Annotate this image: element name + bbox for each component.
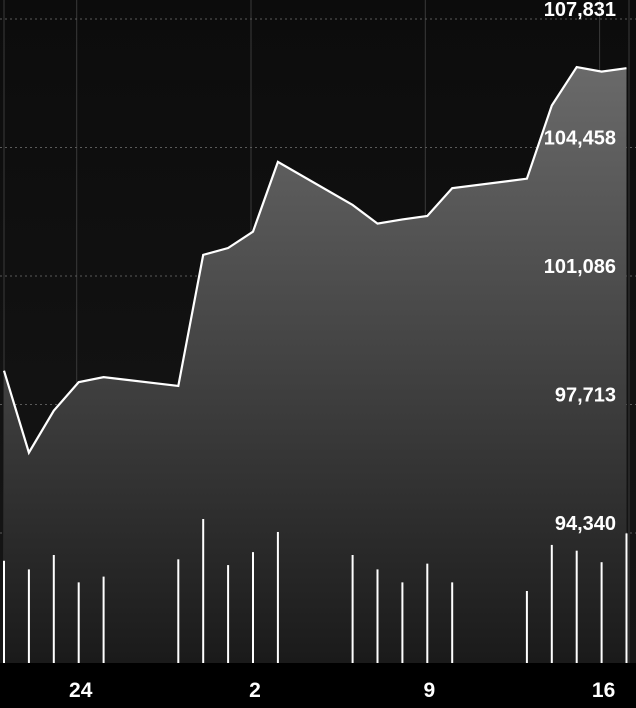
volume-bar bbox=[625, 533, 628, 663]
volume-bar bbox=[276, 531, 279, 663]
volume-bar bbox=[102, 576, 105, 663]
volume-bar bbox=[77, 582, 80, 663]
volume-bar bbox=[177, 559, 180, 663]
y-tick-label: 107,831 bbox=[544, 0, 616, 21]
volume-bar bbox=[426, 563, 429, 663]
x-tick-label: 2 bbox=[249, 679, 261, 702]
volume-bar bbox=[27, 569, 30, 663]
volume-bar bbox=[600, 562, 603, 663]
volume-bar bbox=[451, 582, 454, 663]
x-axis-labels: 24 2 9 16 bbox=[69, 679, 615, 702]
volume-bar bbox=[252, 552, 254, 663]
volume-bar bbox=[525, 591, 528, 663]
x-tick-label: 9 bbox=[423, 679, 435, 702]
volume-bar bbox=[202, 519, 205, 663]
volume-bar bbox=[376, 569, 379, 663]
volume-bar bbox=[550, 544, 553, 663]
volume-bar bbox=[227, 565, 230, 663]
volume-bar bbox=[3, 560, 5, 663]
y-tick-label: 94,340 bbox=[555, 513, 616, 535]
price-area bbox=[4, 67, 627, 663]
y-tick-label: 101,086 bbox=[544, 256, 616, 278]
volume-bar bbox=[575, 550, 578, 663]
volume-bar bbox=[351, 555, 354, 663]
volume-bar bbox=[401, 582, 404, 663]
price-line bbox=[2, 65, 627, 456]
volume-bar bbox=[52, 555, 55, 663]
y-tick-label: 104,458 bbox=[544, 128, 616, 150]
y-axis-labels: 107,831 104,458 101,086 97,713 94,340 bbox=[544, 0, 616, 535]
volume-bars bbox=[3, 519, 628, 663]
y-tick-label: 97,713 bbox=[555, 384, 616, 406]
x-tick-label: 24 bbox=[69, 679, 93, 702]
x-tick-label: 16 bbox=[592, 679, 615, 702]
